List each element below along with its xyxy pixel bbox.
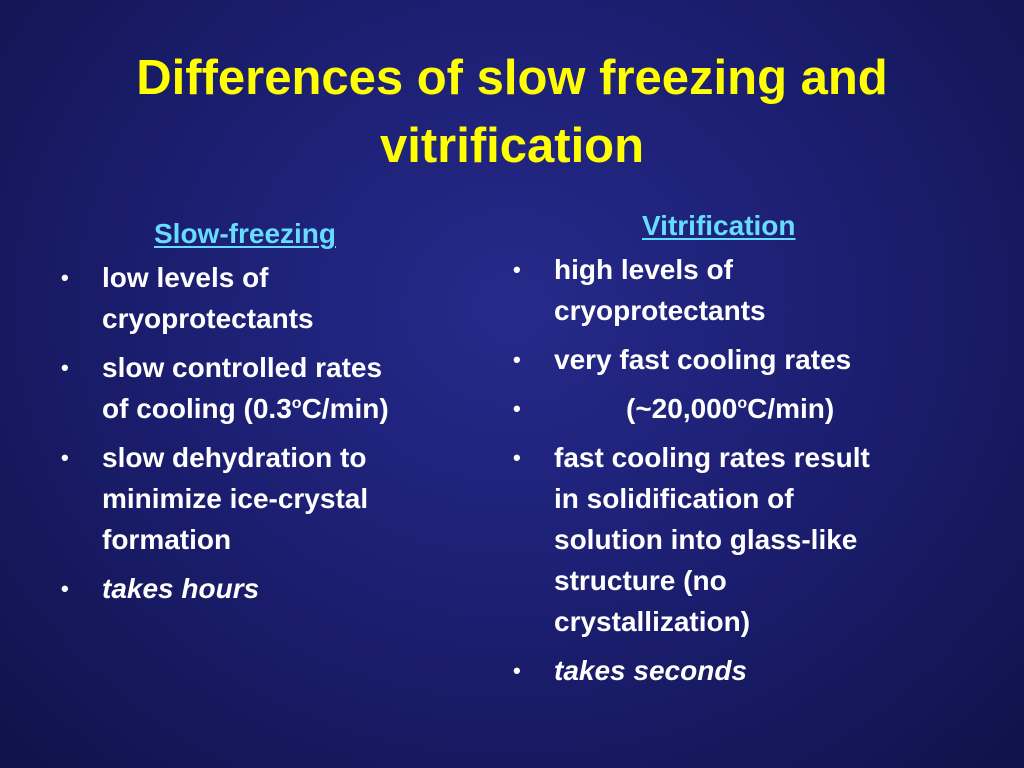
list-item: • slow controlled rates of cooling (0.3oC… (58, 347, 478, 429)
bullet-text: in solidification of (554, 483, 794, 514)
bullet-icon: • (513, 396, 521, 421)
list-item: • low levels of cryoprotectants (58, 257, 478, 339)
bullet-text: takes hours (102, 573, 260, 604)
list-item: • (~20,000oC/min) (510, 388, 980, 429)
bullet-text: high levels of (554, 254, 733, 285)
bullet-icon: • (61, 265, 69, 290)
vitrification-heading: Vitrification (642, 210, 796, 241)
bullet-text: C/min) (747, 393, 835, 424)
list-item: • takes seconds (510, 650, 980, 691)
bullet-text: very fast cooling rates (554, 344, 852, 375)
bullet-text: C/min) (301, 393, 389, 424)
list-item: • fast cooling rates result in solidifica… (510, 437, 980, 642)
bullet-text: structure (no (554, 565, 727, 596)
bullet-text: of cooling (0.3 (102, 393, 292, 424)
bullet-text: minimize ice-crystal (102, 483, 369, 514)
list-item: • slow dehydration to minimize ice-crysta… (58, 437, 478, 560)
bullet-text: fast cooling rates result (554, 442, 870, 473)
bullet-icon: • (61, 576, 69, 601)
list-item: • very fast cooling rates (510, 339, 980, 380)
bullet-icon: • (61, 445, 69, 470)
vitrification-column: Vitrification • high levels of cryoprotec… (510, 205, 980, 699)
bullet-icon: • (513, 347, 521, 372)
bullet-text: crystallization) (554, 606, 751, 637)
bullet-text: cryoprotectants (102, 303, 314, 334)
list-item: • takes hours (58, 568, 478, 609)
bullet-text: takes seconds (554, 655, 747, 686)
bullet-text: slow controlled rates (102, 352, 383, 383)
list-item: • high levels of cryoprotectants (510, 249, 980, 331)
slide-title-line-1: Differences of slow freezing and (136, 51, 888, 105)
bullet-icon: • (513, 658, 521, 683)
bullet-text: low levels of (102, 262, 269, 293)
bullet-text: cryoprotectants (554, 295, 766, 326)
bullet-icon: • (513, 445, 521, 470)
degree-superscript: o (737, 395, 748, 412)
vitrification-list: • high levels of cryoprotectants • very f… (510, 249, 980, 691)
bullet-text: formation (102, 524, 232, 555)
degree-superscript: o (291, 395, 302, 412)
bullet-icon: • (513, 257, 521, 282)
slide-title-line-2: vitrification (379, 119, 645, 173)
bullet-text: (~20,000 (626, 393, 738, 424)
slow-freezing-list: • low levels of cryoprotectants • slow co… (58, 257, 478, 609)
bullet-text: solution into glass-like (554, 524, 858, 555)
slide-title: Differences of slow freezing and vitrifi… (0, 44, 1024, 180)
bullet-text: slow dehydration to (102, 442, 367, 473)
bullet-icon: • (61, 355, 69, 380)
slow-freezing-column: Slow-freezing • low levels of cryoprotect… (58, 213, 478, 617)
slow-freezing-heading: Slow-freezing (154, 218, 337, 249)
